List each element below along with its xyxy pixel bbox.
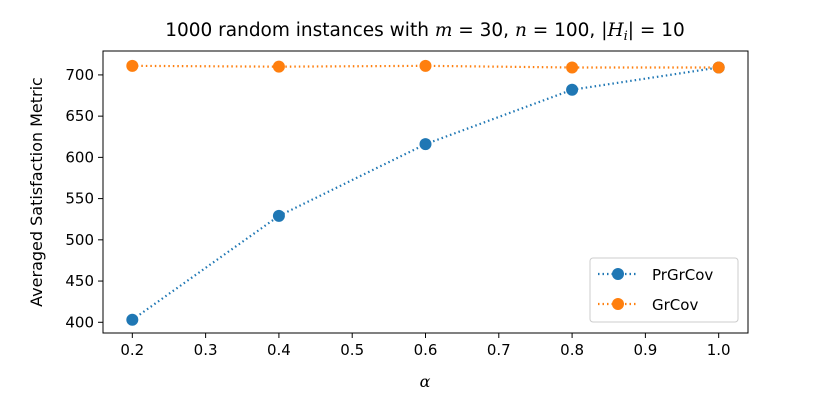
y-tick-label: 500 (65, 231, 94, 249)
legend-label-prgrcov: PrGrCov (652, 266, 713, 284)
legend-marker-prgrcov (612, 268, 624, 280)
x-tick-label: 0.9 (633, 341, 657, 359)
data-point-prgrcov (419, 138, 432, 151)
y-tick-label: 550 (65, 190, 94, 208)
y-tick-label: 650 (65, 107, 94, 125)
y-tick-label: 400 (65, 313, 94, 331)
y-tick-label: 600 (65, 148, 94, 166)
legend-label-grcov: GrCov (652, 296, 698, 314)
legend-box (589, 257, 739, 323)
x-axis-label: α (420, 372, 431, 391)
data-point-grcov (712, 61, 725, 74)
x-tick-label: 0.5 (340, 341, 364, 359)
x-tick-label: 0.2 (120, 341, 144, 359)
data-point-prgrcov (126, 313, 139, 326)
x-tick-label: 0.3 (194, 341, 218, 359)
series-layer (126, 59, 725, 326)
data-point-grcov (272, 60, 285, 73)
data-point-grcov (126, 59, 139, 72)
data-point-prgrcov (566, 83, 579, 96)
x-tick-label: 1.0 (707, 341, 731, 359)
x-tick-label: 0.8 (560, 341, 584, 359)
chart-title: 1000 random instances with m = 30, n = 1… (165, 20, 685, 44)
data-point-grcov (419, 59, 432, 72)
legend-marker-grcov (612, 298, 624, 310)
data-point-prgrcov (272, 209, 285, 222)
x-axis-ticks: 0.2 0.3 0.4 0.5 0.6 0.7 0.8 0.9 1.0 (120, 333, 731, 359)
y-axis-ticks: 400 450 500 550 600 650 700 (65, 66, 103, 331)
data-point-grcov (566, 61, 579, 74)
legend: PrGrCov GrCov (589, 257, 739, 323)
x-tick-label: 0.7 (487, 341, 511, 359)
y-axis-label: Averaged Satisfaction Metric (27, 77, 46, 307)
y-tick-label: 450 (65, 272, 94, 290)
y-tick-label: 700 (65, 66, 94, 84)
plot-area-frame (102, 50, 749, 334)
x-tick-label: 0.6 (414, 341, 438, 359)
x-tick-label: 0.4 (267, 341, 291, 359)
